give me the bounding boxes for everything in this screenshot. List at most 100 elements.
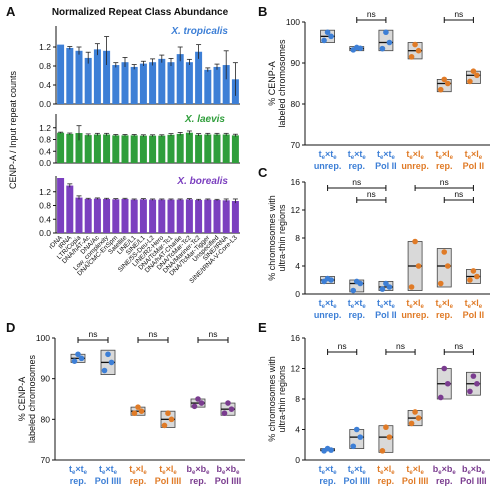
significance-label: ns <box>89 329 98 339</box>
cross-symbol: × <box>442 149 447 159</box>
bar <box>222 134 230 163</box>
y-tick-label: 0.4 <box>39 214 51 224</box>
data-point <box>161 422 168 429</box>
bar <box>103 198 111 233</box>
species-main: l <box>418 464 421 474</box>
bar <box>66 133 74 163</box>
species-main: t <box>330 149 333 159</box>
y-tick-label: 70 <box>291 140 301 150</box>
species-main: l <box>418 298 421 308</box>
species-sub: e <box>450 304 454 310</box>
species-main: t <box>159 464 162 474</box>
y-tick-label: 70 <box>41 455 51 465</box>
bar <box>75 197 83 233</box>
group-label: te×te <box>319 149 338 161</box>
bar <box>75 133 83 163</box>
cross-symbol: × <box>225 464 230 474</box>
species-main: t <box>359 298 362 308</box>
y-tick-label: 80 <box>41 414 51 424</box>
group-type-label: Pol IIII <box>402 476 429 486</box>
significance-label: ns <box>209 329 218 339</box>
y-label-line: % chromosomes with <box>267 195 277 281</box>
data-point <box>379 286 386 292</box>
group-type-label: rep. <box>190 476 207 486</box>
data-point <box>324 29 331 36</box>
bar <box>93 49 101 104</box>
bar <box>231 201 239 233</box>
group-label: te×le <box>406 149 424 161</box>
bar <box>158 199 166 233</box>
data-point <box>441 249 448 255</box>
species-sub: e <box>84 470 88 476</box>
group-label: te×te <box>69 464 88 476</box>
cross-symbol: × <box>413 464 418 474</box>
species-main: b <box>462 464 468 474</box>
bar <box>66 47 74 104</box>
y-tick-label: 16 <box>291 177 301 187</box>
species-main: l <box>476 149 479 159</box>
data-point <box>78 355 85 362</box>
species-sub: e <box>439 155 443 161</box>
group-label: te×le <box>377 464 395 476</box>
species-label: X. laevis <box>184 114 225 125</box>
data-point <box>131 410 138 417</box>
species-sub: e <box>362 304 366 310</box>
panel-a-series-0: 0.0 0.4 0.8 1.2 X. tropicalis <box>39 26 240 109</box>
data-point <box>408 54 415 60</box>
group-label: te×le <box>436 149 454 161</box>
bar <box>84 198 92 233</box>
species-main: l <box>476 298 479 308</box>
data-point <box>415 415 422 421</box>
y-tick-label: 0.0 <box>39 228 51 238</box>
cross-symbol: × <box>413 298 418 308</box>
data-point <box>135 404 141 410</box>
bar <box>204 134 212 163</box>
bar <box>130 135 138 163</box>
y-tick-label: 0.8 <box>39 201 51 211</box>
species-sub: e <box>479 304 483 310</box>
species-sub: e <box>409 155 413 161</box>
cross-symbol: × <box>105 464 110 474</box>
significance-label: ns <box>367 9 376 19</box>
group-type-label: Pol IIII <box>95 476 122 486</box>
group-type-label: Pol II <box>375 161 397 171</box>
bar <box>167 199 175 233</box>
species-main: b <box>476 464 482 474</box>
data-point <box>379 448 386 454</box>
species-main: l <box>418 149 421 159</box>
bar <box>112 135 120 163</box>
species-sub: e <box>420 304 424 310</box>
data-point <box>353 278 360 285</box>
group-type-label: rep. <box>130 476 147 486</box>
data-point <box>165 410 171 417</box>
cross-symbol: × <box>413 149 418 159</box>
species-sub: e <box>173 470 177 476</box>
species-main: t <box>111 464 114 474</box>
species-sub: e <box>380 470 384 476</box>
y-tick-label: 4 <box>295 425 300 435</box>
data-point <box>138 408 145 415</box>
bar <box>213 66 221 104</box>
data-point <box>441 365 448 372</box>
bar <box>158 58 166 104</box>
y-label-line: ultra-thin regions <box>277 365 287 433</box>
bar <box>139 63 147 104</box>
y-tick-label: 0.0 <box>39 99 51 109</box>
species-sub: e <box>450 155 454 161</box>
cross-symbol: × <box>354 298 359 308</box>
significance-label: ns <box>440 177 449 187</box>
data-point <box>383 280 389 287</box>
data-point <box>379 45 386 52</box>
y-label-line: labeled chromosomes <box>27 354 37 443</box>
significance-label: ns <box>454 189 463 199</box>
species-sub: e <box>438 470 442 476</box>
species-sub: e <box>468 155 472 161</box>
bar <box>139 199 147 233</box>
group-type-label: Pol II <box>463 161 485 171</box>
species-main: t <box>348 149 351 159</box>
species-sub: e <box>143 470 147 476</box>
species-sub: e <box>351 304 355 310</box>
y-label-line: % chromosomes with <box>267 356 277 442</box>
cross-symbol: × <box>383 298 388 308</box>
species-sub: e <box>439 304 443 310</box>
